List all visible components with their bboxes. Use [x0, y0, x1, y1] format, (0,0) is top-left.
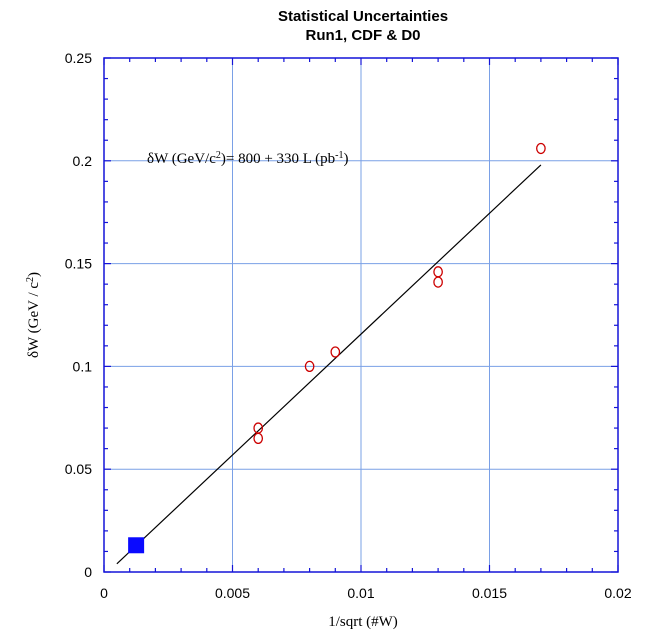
- y-axis-label-close: ): [26, 272, 42, 277]
- y-axis-label-sup: 2: [25, 277, 36, 282]
- y-axis-label-main: δW (GeV / c: [26, 282, 42, 358]
- axis-ticks: [103, 57, 619, 573]
- y-tick-label: 0: [84, 564, 92, 580]
- fit-equation-part3: ): [343, 151, 348, 167]
- data-point-square: [128, 537, 145, 554]
- grid: [104, 58, 618, 572]
- data-points: [128, 142, 546, 554]
- x-tick-label: 0: [100, 585, 108, 601]
- x-axis-label: 1/sqrt (#W): [328, 614, 398, 630]
- axis-tick-labels: 0 0.005 0.01 0.015 0.02 0 0.05 0.1 0.15 0.2 0.25: [65, 50, 632, 601]
- y-tick-label: 0.15: [65, 256, 92, 272]
- x-tick-label: 0.005: [215, 585, 250, 601]
- x-tick-label: 0.02: [604, 585, 631, 601]
- y-axis-label: δW (GeV / c2): [25, 272, 43, 358]
- y-tick-label: 0.2: [73, 153, 93, 169]
- chart-title-line1: Statistical Uncertainties: [278, 8, 448, 25]
- fit-equation: δW (GeV/c2)= 800 + 330 L (pb-1): [147, 150, 348, 168]
- fit-equation-sup1: 2: [216, 150, 221, 161]
- data-point-circle: [253, 432, 264, 445]
- data-point-circle: [536, 142, 546, 155]
- data-point-circle: [433, 276, 443, 288]
- fit-line: [116, 164, 542, 565]
- y-tick-label: 0.1: [73, 358, 93, 374]
- x-tick-label: 0.01: [347, 585, 374, 601]
- fit-equation-sup2: -1: [335, 150, 343, 161]
- y-tick-label: 0.05: [65, 461, 92, 477]
- fit-equation-part2: )= 800 + 330 L (pb: [221, 151, 335, 167]
- data-point-circle: [304, 360, 315, 373]
- data-point-circle: [433, 266, 443, 278]
- chart-title-line2: Run1, CDF & D0: [305, 27, 420, 44]
- fit-equation-part1: δW (GeV/c: [147, 151, 216, 167]
- data-point-circle: [330, 346, 341, 358]
- y-tick-label: 0.25: [65, 50, 92, 66]
- x-tick-label: 0.015: [472, 585, 507, 601]
